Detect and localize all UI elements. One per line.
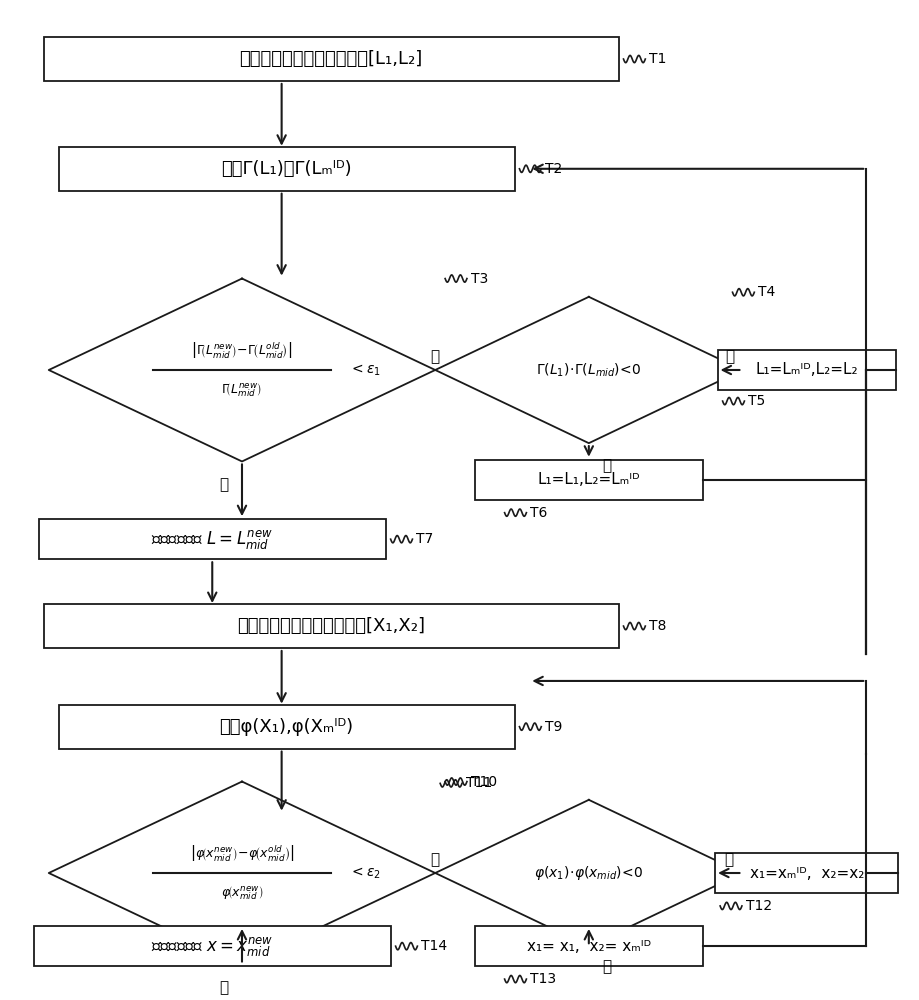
Bar	[39, 519, 385, 559]
Bar	[44, 37, 618, 81]
Text: T4: T4	[757, 285, 775, 299]
Bar	[474, 460, 702, 500]
Text: $\left|\Gamma\!\left(L_{mid}^{new}\right)\!-\!\Gamma\!\left(L_{mid}^{old}\right): $\left|\Gamma\!\left(L_{mid}^{new}\right…	[191, 340, 292, 360]
Text: 是: 是	[601, 959, 610, 974]
Bar	[714, 853, 898, 893]
Text: 否: 否	[723, 852, 732, 867]
Text: x₁=xₘᴵᴰ,  x₂=x₂: x₁=xₘᴵᴰ, x₂=x₂	[749, 866, 863, 881]
Bar	[717, 350, 895, 390]
Text: T8: T8	[649, 619, 666, 633]
Text: 确定液面位置 $L = L_{mid}^{new}$: 确定液面位置 $L = L_{mid}^{new}$	[152, 528, 273, 551]
Text: $\Gamma(L_1)\!\cdot\!\Gamma(L_{mid})\!<\!0$: $\Gamma(L_1)\!\cdot\!\Gamma(L_{mid})\!<\…	[536, 361, 641, 379]
Text: $\varphi(x_1)\!\cdot\!\varphi(x_{mid})\!<\!0$: $\varphi(x_1)\!\cdot\!\varphi(x_{mid})\!…	[534, 864, 642, 882]
Text: 设置漏点位置初始搜索区间[X₁,X₂]: 设置漏点位置初始搜索区间[X₁,X₂]	[237, 617, 425, 635]
Text: 计算Γ(L₁)和Γ(Lₘᴵᴰ): 计算Γ(L₁)和Γ(Lₘᴵᴰ)	[221, 160, 351, 178]
Polygon shape	[49, 782, 435, 964]
Text: T9: T9	[545, 720, 562, 734]
Polygon shape	[435, 800, 742, 946]
Text: 是: 是	[220, 980, 229, 995]
Text: T3: T3	[471, 272, 488, 286]
Text: T7: T7	[416, 532, 433, 546]
Text: T13: T13	[529, 972, 556, 986]
Bar	[59, 705, 514, 749]
Text: 设置液面位置初始搜索区间[L₁,L₂]: 设置液面位置初始搜索区间[L₁,L₂]	[239, 50, 423, 68]
Text: T1: T1	[649, 52, 666, 66]
Polygon shape	[49, 279, 435, 461]
Text: 计算φ(X₁),φ(Xₘᴵᴰ): 计算φ(X₁),φ(Xₘᴵᴰ)	[220, 718, 353, 736]
Text: $\Gamma\!\left(L_{mid}^{new}\right)$: $\Gamma\!\left(L_{mid}^{new}\right)$	[221, 381, 262, 399]
Text: $\varphi\!\left(x_{mid}^{new}\right)$: $\varphi\!\left(x_{mid}^{new}\right)$	[221, 884, 263, 902]
Bar	[44, 604, 618, 648]
Text: L₁=Lₘᴵᴰ,L₂=L₂: L₁=Lₘᴵᴰ,L₂=L₂	[754, 362, 857, 377]
Text: T12: T12	[745, 899, 771, 913]
Text: $<\varepsilon_1$: $<\varepsilon_1$	[348, 362, 380, 378]
Text: T14: T14	[421, 939, 447, 953]
Bar	[59, 147, 514, 191]
Text: T5: T5	[747, 394, 765, 408]
Bar	[34, 926, 391, 966]
Text: 确定漏点位置 $x = x_{mid}^{new}$: 确定漏点位置 $x = x_{mid}^{new}$	[151, 935, 273, 958]
Text: L₁=L₁,L₂=Lₘᴵᴰ: L₁=L₁,L₂=Lₘᴵᴰ	[537, 472, 640, 487]
Text: 否: 否	[430, 349, 439, 364]
Text: T10: T10	[471, 775, 496, 789]
Text: T2: T2	[545, 162, 562, 176]
Text: $\left|\varphi\!\left(x_{mid}^{new}\right)\!-\!\varphi\!\left(x_{mid}^{old}\righ: $\left|\varphi\!\left(x_{mid}^{new}\righ…	[189, 843, 294, 863]
Text: 是: 是	[220, 477, 229, 492]
Text: $<\varepsilon_2$: $<\varepsilon_2$	[348, 865, 380, 881]
Text: T11: T11	[465, 776, 492, 790]
Text: 是: 是	[601, 459, 610, 474]
Text: T6: T6	[529, 506, 547, 520]
Text: 否: 否	[430, 852, 439, 867]
Text: x₁= x₁,  x₂= xₘᴵᴰ: x₁= x₁, x₂= xₘᴵᴰ	[527, 939, 650, 954]
Bar	[474, 926, 702, 966]
Polygon shape	[435, 297, 742, 443]
Text: 否: 否	[725, 349, 733, 364]
